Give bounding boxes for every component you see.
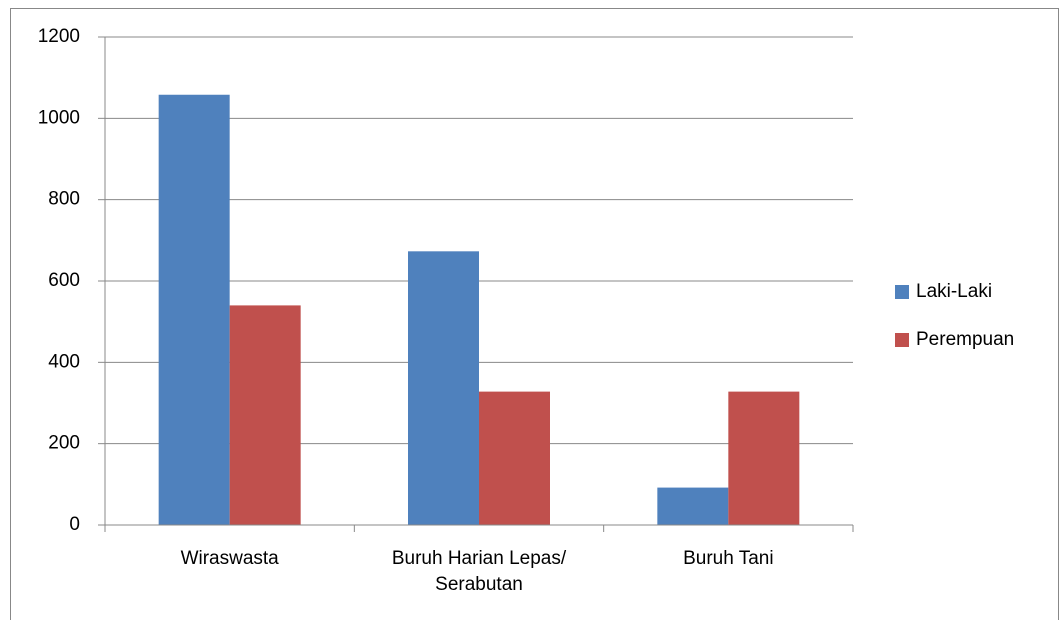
legend-label: Perempuan bbox=[916, 329, 1014, 350]
bar bbox=[728, 391, 800, 525]
x-tick-label: Wiraswasta bbox=[180, 548, 279, 569]
bar bbox=[657, 487, 729, 525]
bar bbox=[229, 305, 301, 525]
y-tick-label: 0 bbox=[69, 514, 80, 535]
x-tick-label: Buruh Harian Lepas/ Serabutan bbox=[391, 548, 567, 595]
y-tick-label: 1200 bbox=[38, 26, 80, 47]
bar bbox=[408, 251, 479, 525]
legend-swatch bbox=[895, 333, 909, 347]
legend-label: Laki-Laki bbox=[916, 281, 992, 302]
y-tick-label: 200 bbox=[48, 433, 80, 454]
bar bbox=[479, 391, 550, 525]
y-tick-label: 1000 bbox=[38, 107, 80, 128]
y-tick-label: 400 bbox=[48, 351, 80, 372]
x-tick-label: Buruh Tani bbox=[683, 548, 774, 569]
y-tick-label: 800 bbox=[48, 189, 80, 210]
bar bbox=[158, 94, 230, 525]
legend-swatch bbox=[895, 285, 909, 299]
y-tick-label: 600 bbox=[48, 270, 80, 291]
chart-border bbox=[10, 8, 1059, 620]
